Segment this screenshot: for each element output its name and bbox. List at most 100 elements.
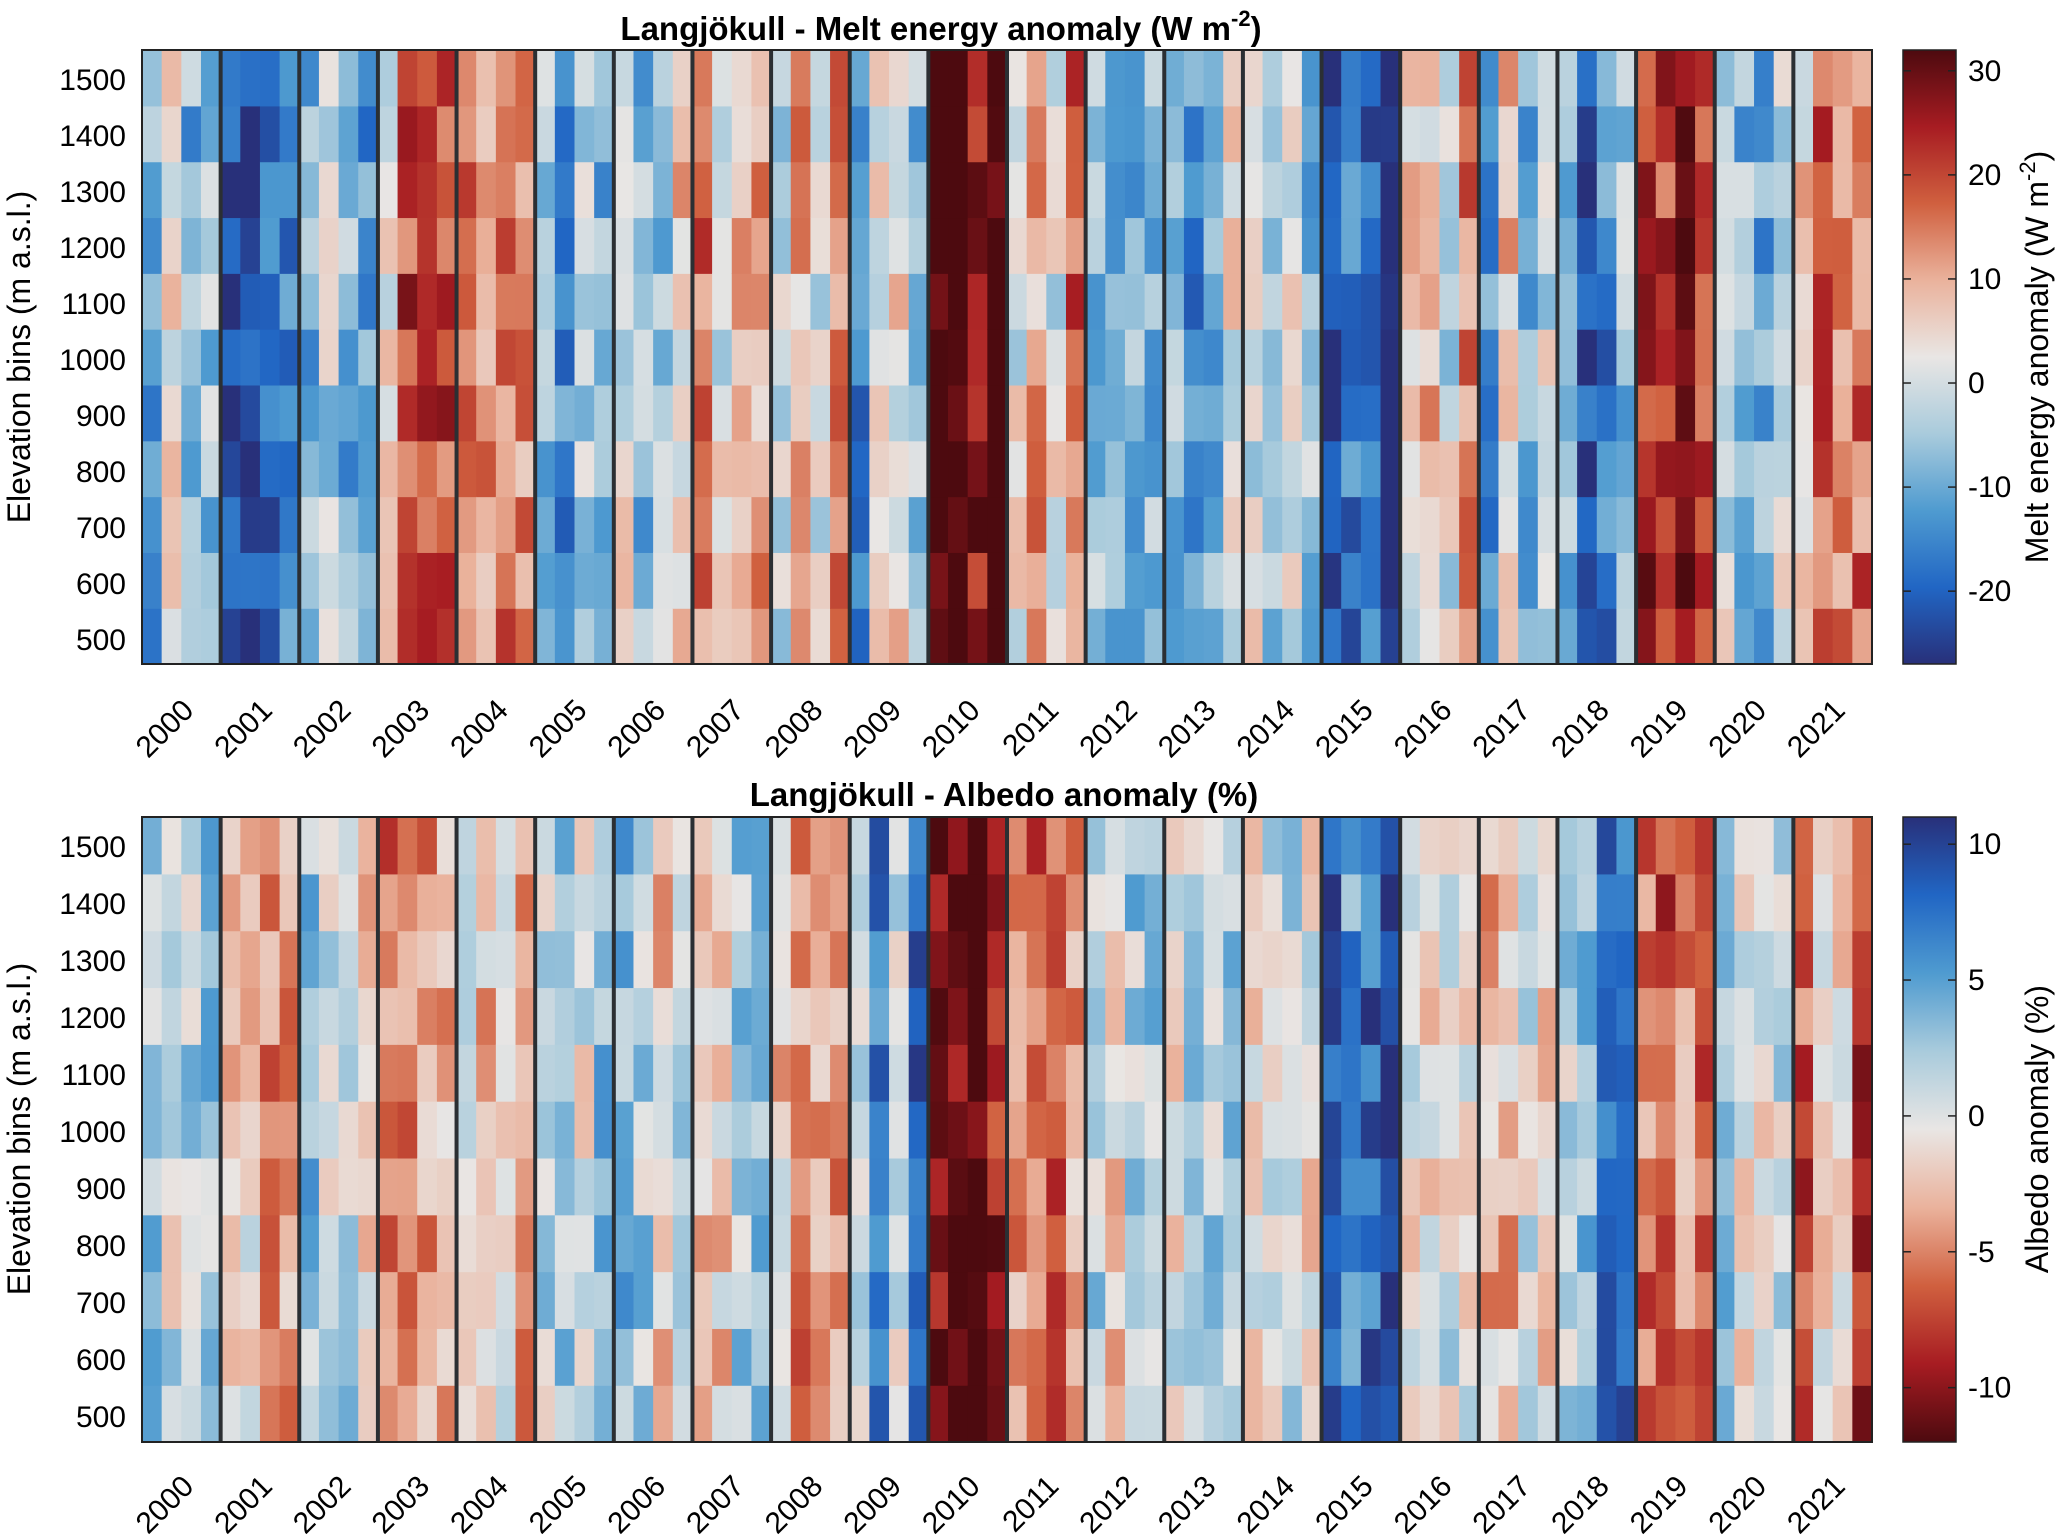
heatmap-cell — [1852, 329, 1873, 386]
heatmap-cell — [830, 384, 851, 442]
heatmap-cell — [987, 496, 1008, 553]
heatmap-cell — [181, 1271, 202, 1329]
heatmap-cell — [653, 873, 674, 932]
heatmap-cell — [554, 273, 576, 330]
heatmap-cell — [1695, 496, 1716, 553]
heatmap-cell — [279, 384, 300, 442]
albedo-heatmap — [142, 817, 1873, 1443]
x-tick-label: 2017 — [1467, 1470, 1538, 1535]
heatmap-cell — [515, 1328, 536, 1386]
heatmap-cell — [161, 496, 182, 553]
heatmap-cell — [967, 217, 988, 274]
heatmap-cell — [1537, 50, 1559, 107]
heatmap-cell — [1478, 987, 1500, 1045]
heatmap-cell — [1498, 930, 1519, 989]
x-tick-label: 2016 — [1388, 694, 1459, 765]
heatmap-cell — [1714, 1271, 1735, 1329]
heatmap-cell — [1301, 552, 1323, 609]
x-tick-label: 2013 — [1152, 694, 1223, 765]
heatmap-cell — [1380, 1271, 1401, 1329]
heatmap-cell — [613, 496, 635, 553]
heatmap-cell — [1636, 1214, 1657, 1273]
heatmap-cell — [1557, 873, 1578, 932]
heatmap-cell — [1734, 552, 1755, 609]
heatmap-cell — [849, 873, 870, 932]
heatmap-cell — [712, 1385, 733, 1443]
heatmap-cell — [338, 873, 359, 932]
heatmap-cell — [672, 329, 694, 386]
heatmap-cell — [1734, 1271, 1755, 1329]
heatmap-cell — [161, 1157, 182, 1216]
heatmap-cell — [1439, 329, 1460, 386]
heatmap-cell — [810, 1385, 831, 1443]
heatmap-cell — [1537, 1214, 1559, 1273]
heatmap-cell — [1518, 217, 1539, 274]
heatmap-cell — [1459, 496, 1480, 553]
heatmap-cell — [771, 1385, 792, 1443]
heatmap-cell — [869, 1157, 890, 1216]
heatmap-cell — [692, 440, 713, 498]
heatmap-cell — [1085, 217, 1106, 274]
heatmap-cell — [633, 930, 654, 989]
heatmap-cell — [279, 608, 300, 665]
heatmap-cell — [436, 608, 458, 665]
heatmap-cell — [1793, 817, 1814, 875]
heatmap-cell — [417, 1385, 438, 1443]
heatmap-cell — [1242, 105, 1264, 163]
heatmap-cell — [751, 1044, 772, 1102]
heatmap-cell — [1321, 161, 1342, 219]
heatmap-cell — [1498, 217, 1519, 274]
heatmap-cell — [1144, 608, 1165, 665]
heatmap-cell — [1832, 329, 1853, 386]
heatmap-cell — [987, 1385, 1008, 1443]
heatmap-cell — [594, 105, 615, 163]
heatmap-cell — [908, 50, 929, 107]
heatmap-cell — [672, 161, 694, 219]
heatmap-cell — [928, 1101, 949, 1159]
heatmap-cell — [810, 440, 831, 498]
heatmap-cell — [633, 273, 654, 330]
heatmap-cell — [712, 1214, 733, 1273]
colorbar-tick-label: 30 — [1968, 55, 2001, 88]
heatmap-cell — [181, 50, 202, 107]
heatmap-cell — [889, 384, 910, 442]
heatmap-cell — [574, 608, 595, 665]
heatmap-cell — [1105, 873, 1126, 932]
heatmap-cell — [318, 987, 340, 1045]
heatmap-cell — [1144, 440, 1165, 498]
heatmap-cell — [181, 217, 202, 274]
heatmap-cell — [849, 440, 870, 498]
heatmap-cell — [672, 1328, 694, 1386]
heatmap-cell — [1223, 1044, 1244, 1102]
x-tick-label: 2001 — [208, 1470, 279, 1535]
heatmap-cell — [594, 930, 615, 989]
heatmap-cell — [928, 817, 949, 875]
heatmap-cell — [1144, 50, 1165, 107]
heatmap-cell — [515, 440, 536, 498]
x-tick-label: 2021 — [1781, 694, 1852, 765]
heatmap-cell — [1832, 987, 1853, 1045]
heatmap-cell — [554, 440, 576, 498]
heatmap-cell — [1852, 608, 1873, 665]
heatmap-cell — [417, 496, 438, 553]
heatmap-cell — [1007, 1328, 1028, 1386]
heatmap-cell — [240, 1101, 261, 1159]
heatmap-cell — [1655, 930, 1677, 989]
melt-y-axis: 1500 1400 1300 1200 1100 1000 900 800 70… — [59, 64, 126, 657]
heatmap-cell — [1282, 273, 1303, 330]
heatmap-cell — [869, 1385, 890, 1443]
heatmap-cell — [1832, 930, 1853, 989]
heatmap-cell — [181, 1385, 202, 1443]
heatmap-cell — [751, 50, 772, 107]
heatmap-cell — [574, 1328, 595, 1386]
heatmap-cell — [1301, 440, 1323, 498]
heatmap-cell — [1301, 1328, 1323, 1386]
heatmap-cell — [1282, 384, 1303, 442]
heatmap-cell — [1498, 987, 1519, 1045]
heatmap-cell — [1459, 552, 1480, 609]
heatmap-cell — [1498, 161, 1519, 219]
heatmap-cell — [200, 1044, 222, 1102]
heatmap-cell — [1380, 217, 1401, 274]
heatmap-cell — [731, 105, 753, 163]
heatmap-cell — [1773, 1157, 1794, 1216]
